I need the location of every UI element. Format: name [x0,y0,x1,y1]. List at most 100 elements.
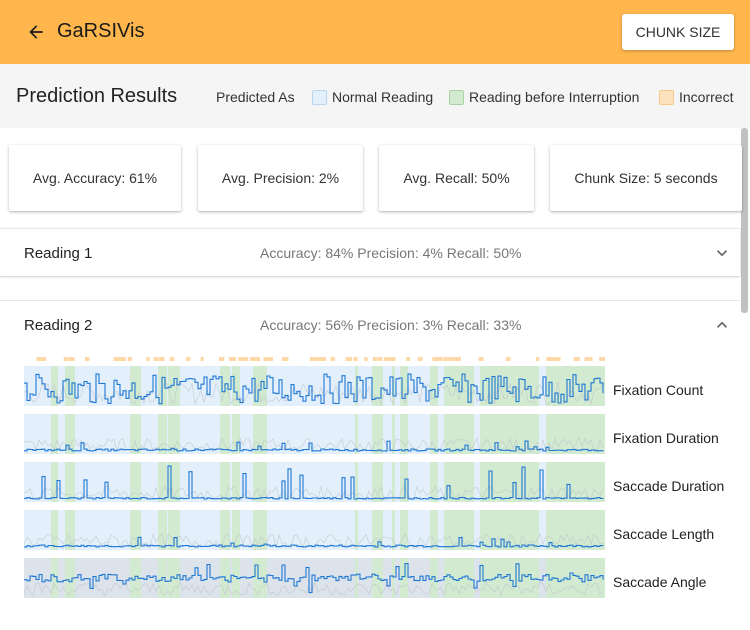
interruption-band [355,414,358,454]
incorrect-marker [158,357,165,361]
interruption-band [492,414,495,454]
interruption-band [554,414,605,454]
chevron-down-icon[interactable] [712,243,732,263]
incorrect-marker [377,357,383,361]
interruption-band [392,558,395,598]
chevron-up-icon[interactable] [712,315,732,335]
interruption-band [480,558,492,598]
interruption-band [65,510,75,550]
incorrect-marker [444,357,450,361]
interruption-band [65,558,75,598]
interruption-band [232,366,240,406]
chart-label-saccade-length: Saccade Length [613,526,715,542]
interruption-band [444,462,474,502]
interruption-band [65,462,75,502]
incorrect-marker [345,357,353,361]
interruption-band [232,510,240,550]
incorrect-marker [281,357,289,361]
incorrect-marker [127,357,133,361]
chart-label-saccade-duration: Saccade Duration [613,478,725,494]
incorrect-marker [63,357,68,361]
incorrect-marker [406,357,410,361]
interruption-band [492,462,495,502]
interruption-band [480,414,492,454]
incorrect-marker [113,357,120,361]
incorrect-marker [40,357,46,361]
incorrect-marker [153,357,159,361]
interruption-band [65,366,75,406]
incorrect-marker [535,357,540,361]
interruption-band [168,366,180,406]
interruption-band [372,366,383,406]
interruption-band [430,414,438,454]
interruption-band [444,414,474,454]
interruption-band [392,414,395,454]
legend-title: Predicted As [216,89,295,105]
interruption-band [546,366,550,406]
incorrect-marker [243,357,249,361]
interruption-band [430,462,438,502]
reading-name: Reading 2 [24,317,93,334]
interruption-band [400,462,408,502]
interruption-band [158,462,167,502]
reading-name: Reading 1 [24,245,93,262]
app-title: GaRSIVis [57,20,145,42]
legend-swatch [659,89,674,105]
legend-label: Incorrect [679,89,734,105]
chart-label-fixation-count: Fixation Count [613,382,704,398]
incorrect-marker [84,357,90,361]
interruption-band [355,510,358,550]
interruption-band [355,462,358,502]
incorrect-marker [320,357,325,361]
legend-label: Reading before Interruption [469,89,640,105]
back-arrow-icon[interactable] [24,20,48,44]
incorrect-marker [585,357,593,361]
avg-recall-card: Avg. Recall: 50% [379,145,534,211]
chunk-size-button[interactable]: CHUNK SIZE [622,14,734,50]
chart-fixation-count [23,366,605,406]
scrollbar[interactable] [741,128,748,313]
incorrect-marker [228,357,234,361]
incorrect-marker [218,357,225,361]
interruption-band [232,462,240,502]
interruption-band [130,510,141,550]
interruption-band [392,462,395,502]
avg-precision-card: Avg. Precision: 2% [198,145,363,211]
reading-2-panel-header[interactable]: Reading 2 Accuracy: 56% Precision: 3% Re… [0,300,740,348]
interruption-band [492,510,495,550]
chart-saccade-duration [23,462,605,502]
incorrect-marker [238,357,244,361]
chart-label-saccade-angle: Saccade Angle [613,574,707,590]
incorrect-marker [250,357,258,361]
interruption-band [51,558,58,598]
interruption-band [158,414,167,454]
interruption-band [492,366,495,406]
incorrect-marker [551,357,557,361]
incorrect-marker [505,357,511,361]
incorrect-marker [546,357,552,361]
incorrect-marker [388,357,396,361]
legend-incorrect: Incorrect [659,89,733,105]
signal-line [24,465,604,500]
interruption-band [430,366,438,406]
incorrect-marker [67,357,75,361]
interruption-band [130,414,141,454]
interruption-band [480,510,492,550]
incorrect-marker [353,357,358,361]
legend-label: Normal Reading [332,89,434,105]
interruption-band [546,510,550,550]
interruption-band [168,462,180,502]
signal-line [24,373,604,405]
chunk-size-card: Chunk Size: 5 seconds [550,145,742,211]
legend-swatch [449,89,464,105]
incorrect-marker [584,357,589,361]
interruption-band [220,414,230,454]
interruption-band [372,414,383,454]
interruption-band [430,558,438,598]
reading-1-panel-header[interactable]: Reading 1 Accuracy: 84% Precision: 4% Re… [0,228,740,276]
interruption-band [51,462,58,502]
reading-metrics: Accuracy: 56% Precision: 3% Recall: 33% [260,317,522,333]
interruption-band [554,510,605,550]
interruption-band [400,414,408,454]
interruption-band [372,510,383,550]
